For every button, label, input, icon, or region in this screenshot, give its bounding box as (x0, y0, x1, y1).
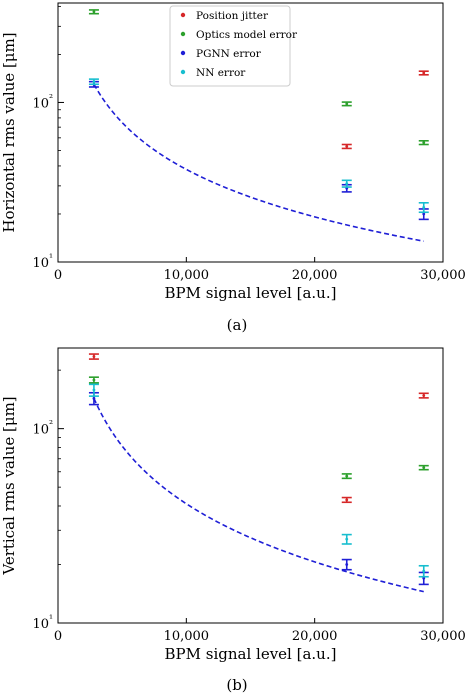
data-point (422, 394, 426, 397)
x-tick-label: 20,000 (292, 268, 338, 283)
data-point (92, 397, 96, 400)
errorbar-position-jitter (341, 143, 352, 150)
y-tick-label: 10¹ (32, 253, 53, 271)
errorbar-optics-model-error (341, 101, 352, 107)
panel-b: 0 10,000 20,000 30,000 10¹ 10² BPM signal leve… (0, 347, 466, 663)
errorbar-optics-model-error (341, 473, 352, 480)
y-tick-label: 10² (32, 420, 53, 438)
x-tick-label: 30,000 (420, 268, 466, 283)
errorbar-nn-error (88, 78, 99, 86)
data-point (92, 378, 96, 382)
data-point (345, 537, 349, 541)
errorbar-position-jitter (88, 353, 99, 360)
x-axis-label: BPM signal level [a.u.] (165, 284, 337, 302)
errorbar-optics-model-error (88, 9, 99, 15)
data-point (345, 182, 349, 186)
errorbar-nn-error (341, 533, 352, 545)
legend-box (169, 5, 291, 87)
errorbar-optics-model-error (88, 376, 99, 384)
y-axis-label: Horizontal rms value [μm] (0, 32, 18, 232)
data-point (92, 10, 96, 14)
plot-frame (57, 2, 444, 263)
x-axis-label: BPM signal level [a.u.] (165, 645, 337, 663)
fit-curve (93, 83, 424, 242)
panel-a: 0 10,000 20,000 30,000 10¹ 10² BPM signal leve… (0, 2, 466, 302)
errorbar-optics-model-error (418, 464, 429, 471)
data-point (422, 466, 426, 470)
data-point (345, 474, 349, 478)
legend-label: Position jitter (196, 10, 269, 22)
errorbar-position-jitter (418, 70, 429, 76)
data-point (422, 212, 426, 216)
data-point (422, 569, 426, 573)
data-point (345, 498, 349, 502)
errorbar-position-jitter (418, 392, 429, 399)
legend-label: NN error (196, 67, 246, 79)
errorbar-nn-error (88, 383, 99, 397)
errorbar-nn-error (418, 201, 429, 214)
legend-label: Optics model error (196, 29, 298, 41)
data-point (345, 145, 349, 148)
x-tick-label: 30,000 (420, 629, 466, 644)
data-point (92, 355, 96, 358)
errorbar-position-jitter (341, 496, 352, 504)
legend-marker (180, 31, 186, 37)
errorbar-optics-model-error (418, 139, 429, 146)
data-point (345, 102, 349, 106)
legend-label: PGNN error (196, 48, 262, 60)
y-tick-label: 10¹ (32, 614, 53, 632)
fit-curve (93, 398, 424, 593)
data-point (422, 141, 426, 145)
data-point (422, 71, 426, 75)
data-point (92, 388, 96, 392)
y-tick-label: 10² (32, 93, 53, 111)
caption-a: (a) (227, 316, 248, 334)
data-point (345, 563, 349, 566)
plot-frame (57, 347, 444, 624)
legend-marker (180, 50, 186, 56)
caption-b: (b) (226, 676, 247, 694)
x-tick-label: 0 (54, 629, 62, 644)
data-point (422, 205, 426, 209)
x-tick-label: 20,000 (292, 629, 338, 644)
data-point (92, 80, 96, 84)
x-tick-label: 0 (54, 268, 62, 283)
x-tick-label: 10,000 (164, 268, 210, 283)
legend-marker (180, 12, 186, 18)
x-tick-label: 10,000 (164, 629, 210, 644)
errorbar-nn-error (341, 179, 352, 188)
legend: Position jitter Optics model error PGNN er… (169, 5, 298, 87)
legend-marker (180, 69, 186, 75)
errorbar-nn-error (418, 564, 429, 578)
y-axis-label: Vertical rms value [μm] (0, 396, 18, 575)
errorbar-pgnn-error (341, 558, 352, 571)
